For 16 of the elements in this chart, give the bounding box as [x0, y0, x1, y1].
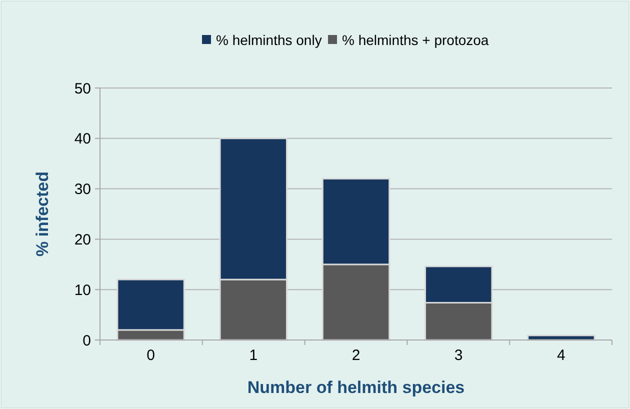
- legend-label: % helminths + protozoa: [342, 32, 489, 48]
- bar: [527, 334, 596, 341]
- legend-label: % helminths only: [216, 32, 322, 48]
- y-tick-label: 20: [74, 231, 91, 248]
- y-tick-label: 30: [74, 181, 91, 198]
- x-tick-label: 3: [454, 347, 463, 364]
- x-tick-label: 2: [352, 347, 360, 364]
- y-axis-title: % infected: [33, 171, 52, 257]
- x-tick-label: 0: [146, 347, 155, 364]
- y-tick-label: 10: [74, 282, 91, 299]
- x-tick-label: 4: [557, 347, 566, 364]
- y-tick-label: 40: [74, 130, 91, 148]
- y-tick-label: 0: [82, 332, 91, 350]
- x-tick-label: 1: [249, 347, 258, 364]
- x-axis-title: Number of helmith species: [247, 378, 465, 397]
- y-tick-label: 50: [74, 80, 91, 98]
